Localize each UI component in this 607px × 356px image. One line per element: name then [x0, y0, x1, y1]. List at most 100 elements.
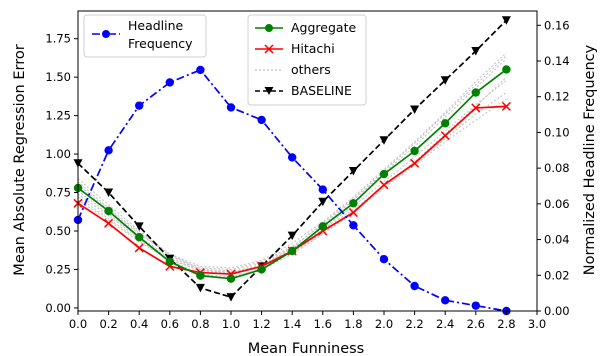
headline-frequency-point [471, 301, 480, 310]
x-tick-label: 2.6 [467, 317, 485, 331]
baseline-point [471, 47, 481, 56]
y2-axis-label: Normalized Headline Frequency [582, 44, 598, 275]
aggregate-point [441, 119, 450, 128]
headline-frequency-point [196, 65, 205, 75]
x-tick-label: 2.0 [375, 317, 393, 331]
x-tick-label: 1.0 [222, 317, 240, 331]
baseline-point [379, 136, 389, 145]
y2-tick-label: 0.06 [544, 197, 570, 211]
aggregate-point [471, 88, 480, 97]
x-tick-label: 3.0 [528, 317, 546, 331]
legend-label-aggregate: Aggregate [291, 20, 356, 35]
aggregate-point [104, 206, 113, 216]
hitachi-point [134, 243, 144, 253]
headline-frequency-point [288, 153, 297, 162]
headline-frequency-point [410, 281, 419, 291]
aggregate-point [288, 246, 297, 256]
aggregate-point [379, 169, 389, 179]
others-line-7 [77, 55, 507, 275]
y2-tick-label: 0.16 [544, 18, 570, 32]
aggregate-point [257, 265, 266, 274]
y2-tick-label: 0.08 [544, 161, 570, 175]
aggregate-point [318, 222, 327, 231]
x-tick-label: 0.6 [161, 317, 179, 331]
y2-tick-label: 0.14 [544, 54, 570, 68]
hitachi-point [410, 158, 420, 168]
baseline-point [287, 231, 297, 241]
hitachi-point [348, 208, 358, 218]
x-tick-label: 1.4 [283, 317, 301, 331]
axes-layer [77, 10, 538, 312]
hitachi-point [104, 218, 114, 228]
x-tick-label: 0.8 [191, 317, 209, 331]
aggregate-point [226, 274, 236, 283]
baseline-point [501, 16, 511, 25]
x-tick-label: 2.4 [436, 317, 454, 331]
x-axis-label: Mean Funniness [248, 341, 364, 356]
hitachi-point [440, 131, 450, 141]
baseline-point [410, 105, 420, 114]
y-tick-label: 1.25 [45, 109, 71, 123]
hitachi-point [471, 103, 481, 113]
legend-marker-hitachi [264, 44, 274, 54]
baseline-point [318, 197, 328, 207]
series-layer [73, 16, 511, 316]
headline-frequency-point [318, 185, 327, 194]
headline-frequency-point [135, 101, 144, 110]
hitachi-point [501, 101, 511, 111]
legend-label-others: others [291, 62, 331, 77]
y-tick-label: 0.50 [45, 224, 71, 238]
y-tick-label: 1.50 [45, 70, 71, 84]
baseline-point [226, 293, 236, 302]
headline-frequency-point [257, 115, 266, 125]
y2-tick-label: 0.10 [544, 125, 570, 139]
aggregate-point [196, 271, 205, 280]
y-tick-label: 0.00 [45, 301, 71, 315]
legend-label-hitachi: Hitachi [291, 41, 335, 56]
others-line-4 [77, 52, 507, 269]
aggregate-point [410, 146, 419, 156]
baseline-point [134, 222, 144, 231]
headline-frequency-point [349, 221, 358, 230]
y-tick-label: 0.25 [45, 262, 71, 276]
baseline-point [348, 167, 358, 176]
legend-marker-aggregate [265, 24, 273, 32]
aggregate-point [502, 65, 511, 74]
baseline-point [195, 283, 205, 293]
aggregate-point [135, 232, 144, 242]
others-line-3 [77, 92, 507, 272]
x-tick-label: 1.2 [252, 317, 270, 331]
y2-tick-label: 0.02 [544, 268, 570, 282]
legend-marker-headline [102, 30, 110, 38]
headline-frequency-point [441, 296, 450, 305]
baseline-point [104, 188, 114, 198]
x-tick-label: 2.2 [405, 317, 423, 331]
legend-label-baseline: BASELINE [291, 83, 352, 98]
legend-regression: Aggregate Hitachi others BASELINE [247, 14, 367, 106]
headline-frequency-point [104, 146, 113, 155]
hitachi-point [379, 180, 389, 190]
y-axis-label: Mean Absolute Regression Error [12, 44, 28, 275]
headline-frequency-point [226, 103, 236, 112]
x-tick-label: 1.6 [314, 317, 332, 331]
x-tick-label: 0.4 [130, 317, 148, 331]
others-line-1 [77, 58, 507, 271]
legend-box [83, 14, 207, 58]
x-tick-label: 1.8 [344, 317, 362, 331]
y2-tick-label: 0.12 [544, 90, 570, 104]
legend-headline-frequency: Headline Frequency [83, 14, 207, 58]
headline-frequency-point [165, 78, 174, 87]
ticks-layer: 0.0 0.2 0.4 0.6 0.8 1.0 1.2 1.4 1.6 1.8 2.0 2.2 2.4 2… [45, 18, 569, 331]
aggregate-point [349, 199, 358, 208]
legend-label-headline-2: Frequency [128, 36, 193, 51]
legend-marker-baseline [264, 87, 274, 95]
x-tick-label: 0.2 [99, 317, 117, 331]
legend-box [247, 14, 367, 106]
y2-tick-label: 0.00 [544, 304, 570, 318]
x-tick-label: 2.8 [497, 317, 515, 331]
aggregate-point [165, 257, 174, 266]
legend-label-headline-1: Headline [128, 18, 184, 33]
y-tick-label: 1.75 [45, 32, 71, 46]
x-tick-label: 0.0 [69, 317, 87, 331]
